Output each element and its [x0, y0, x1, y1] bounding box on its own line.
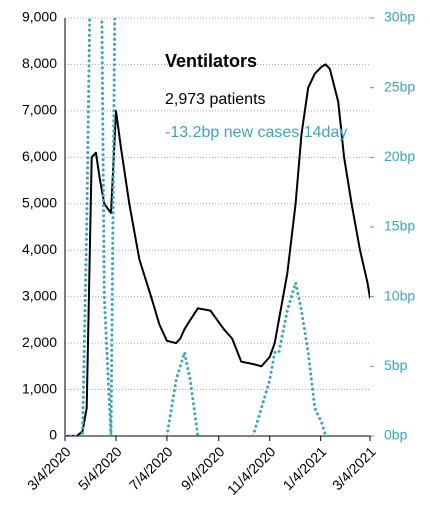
x-tick-label: 3/4/2021	[329, 443, 379, 493]
plot	[65, 18, 370, 436]
y2-tick-label: 25bp	[384, 78, 415, 94]
y-tick-label: 3,000	[22, 287, 57, 303]
y-tick-label: 4,000	[22, 241, 57, 257]
y-tick-label: 6,000	[22, 148, 57, 164]
y2-tick-label: 0bp	[384, 427, 408, 443]
y2-tick-label: 20bp	[384, 148, 415, 164]
x-tick-label: 3/4/2020	[24, 443, 74, 493]
y-tick-label: 7,000	[22, 102, 57, 118]
x-tick-label: 11/4/2020	[224, 443, 279, 498]
y-tick-label: 5,000	[22, 194, 57, 210]
data-line	[65, 63, 370, 436]
y2-tick-label: 5bp	[384, 357, 408, 373]
x-tick-label: 9/4/2020	[178, 443, 228, 493]
x-tick-label: 7/4/2020	[126, 443, 176, 493]
y2-tick-label: 30bp	[384, 9, 415, 25]
data-line	[65, 18, 328, 436]
x-tick-label: 1/4/2021	[280, 443, 330, 493]
y-tick-label: 1,000	[22, 380, 57, 396]
annotation: -13.2bp new cases 14day	[165, 124, 347, 141]
y2-tick-label: 10bp	[384, 287, 415, 303]
x-tick-label: 5/4/2020	[75, 443, 125, 493]
y-tick-label: 9,000	[22, 9, 57, 25]
annotation: 2,973 patients	[165, 91, 266, 108]
y2-tick-label: 15bp	[384, 218, 415, 234]
y-tick-label: 0	[49, 427, 57, 443]
y-tick-label: 8,000	[22, 55, 57, 71]
annotation: Ventilators	[165, 51, 257, 71]
y-tick-label: 2,000	[22, 334, 57, 350]
